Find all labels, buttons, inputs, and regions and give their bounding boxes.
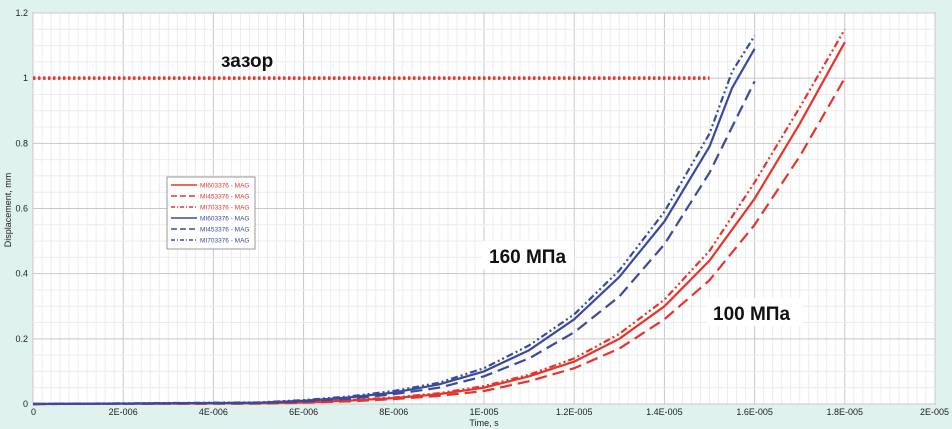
legend-box bbox=[166, 176, 256, 250]
x-tick-label: 1.6E-005 bbox=[736, 407, 773, 417]
y-axis-label: Displacement, mm bbox=[3, 173, 13, 248]
gap-label: зазор bbox=[221, 51, 273, 72]
y-tick-label: 0 bbox=[23, 399, 28, 409]
x-tick-label: 1.2E-005 bbox=[556, 407, 593, 417]
y-tick-label: 1 bbox=[23, 73, 28, 83]
series-line-red-dashed bbox=[32, 77, 846, 406]
x-tick-label: 2E-005 bbox=[920, 407, 949, 417]
legend-entry: MI453376 - MAG bbox=[200, 194, 250, 201]
label-160-box bbox=[482, 241, 574, 269]
label-100-box bbox=[707, 298, 803, 326]
x-tick-label: 1.4E-005 bbox=[646, 407, 683, 417]
label-160-mpa: 160 МПа bbox=[489, 247, 566, 268]
y-tick-label: 0.8 bbox=[15, 138, 28, 148]
series-group bbox=[32, 28, 846, 406]
legend-entry: MI603376 - MAG bbox=[200, 216, 250, 223]
legend-entry: MI703376 - MAG bbox=[200, 238, 250, 245]
x-tick-label: 2E-006 bbox=[109, 407, 138, 417]
legend-entry: MI603376 - MAG bbox=[200, 183, 250, 190]
x-axis-label: Time, s bbox=[469, 418, 499, 428]
x-tick-label: 6E-006 bbox=[289, 407, 318, 417]
legend-entry: MI703376 - MAG bbox=[200, 205, 250, 212]
x-tick-label: 1.8E-005 bbox=[827, 407, 864, 417]
series-line-red-dashdot bbox=[32, 28, 846, 406]
label-100-mpa: 100 МПа bbox=[713, 304, 790, 325]
x-tick-label: 4E-006 bbox=[199, 407, 228, 417]
y-tick-label: 0.4 bbox=[15, 269, 28, 279]
x-tick-label: 0 bbox=[31, 407, 36, 417]
x-tick-labels: 0 2E-006 4E-006 6E-006 8E-006 1E-005 1.2E-005 1… bbox=[31, 407, 949, 417]
x-tick-label: 8E-006 bbox=[379, 407, 408, 417]
y-tick-label: 0.6 bbox=[15, 204, 28, 214]
legend: MI603376 - MAG MI453376 - MAG MI703376 - M… bbox=[166, 176, 256, 250]
legend-entry: MI453376 - MAG bbox=[200, 227, 250, 234]
y-tick-label: 1.2 bbox=[15, 8, 28, 18]
series-line-blue-dashed bbox=[32, 80, 756, 406]
y-tick-labels: 0 0.2 0.4 0.6 0.8 1 1.2 bbox=[15, 8, 28, 409]
y-tick-label: 0.2 bbox=[15, 334, 28, 344]
x-tick-label: 1E-005 bbox=[469, 407, 498, 417]
